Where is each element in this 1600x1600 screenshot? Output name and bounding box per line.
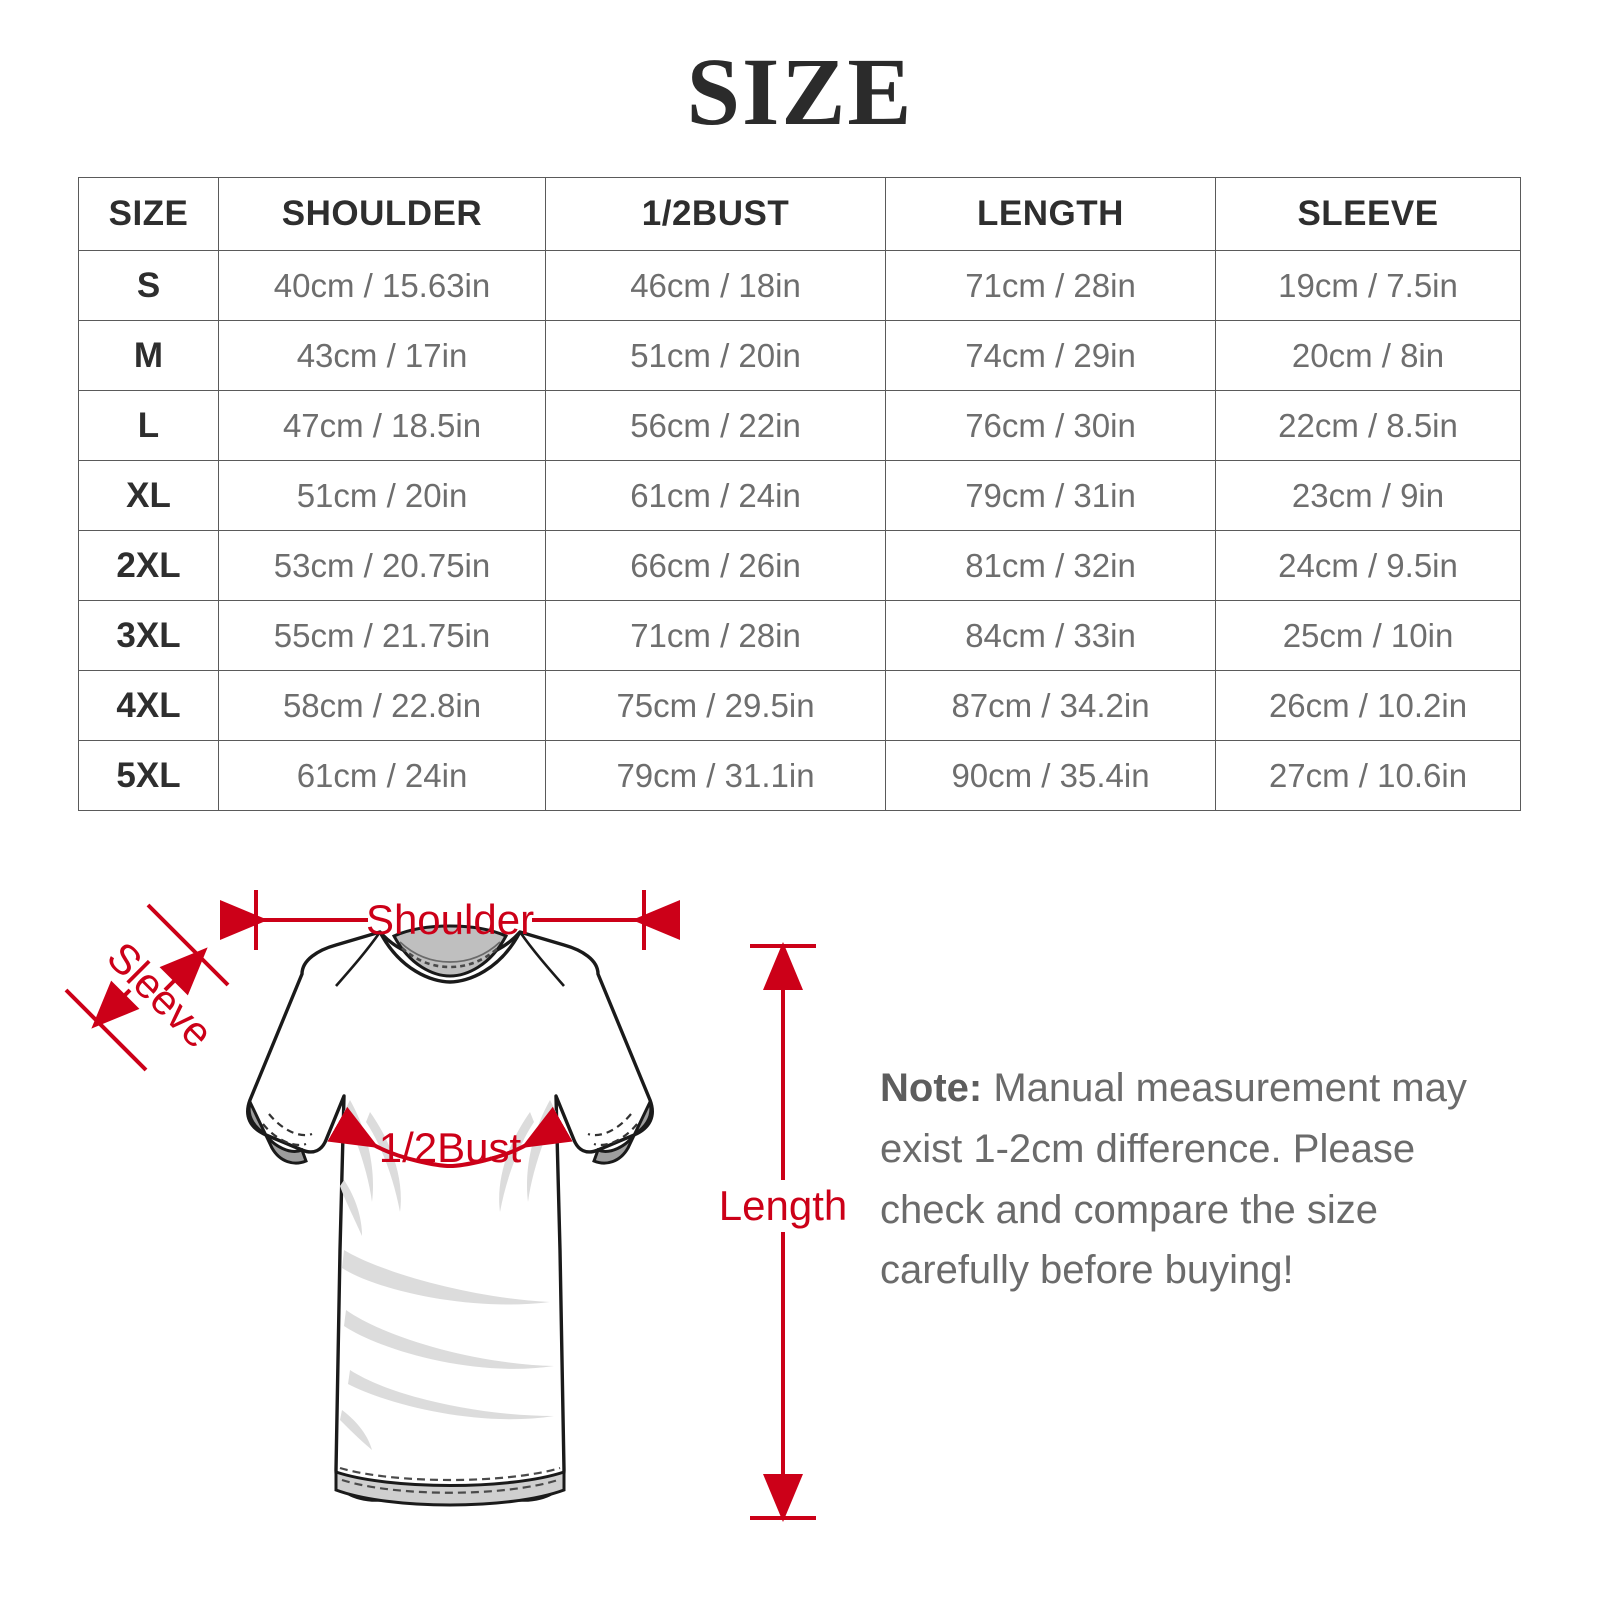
cell-shoulder: 58cm / 22.8in	[218, 670, 546, 741]
cell-bust: 66cm / 26in	[545, 530, 886, 601]
cell-shoulder: 43cm / 17in	[218, 320, 546, 391]
cell-sleeve: 19cm / 7.5in	[1215, 250, 1521, 321]
cell-size: S	[78, 250, 219, 321]
cell-length: 87cm / 34.2in	[885, 670, 1216, 741]
tshirt-illustration: Shoulder Sleeve 1/2Bust Length	[64, 890, 847, 1522]
cell-size: M	[78, 320, 219, 391]
cell-length: 76cm / 30in	[885, 390, 1216, 461]
cell-bust: 51cm / 20in	[545, 320, 886, 391]
length-label: Length	[719, 1182, 847, 1229]
shoulder-dimension: Shoulder	[220, 890, 680, 950]
cell-sleeve: 25cm / 10in	[1215, 600, 1521, 671]
note-block: Note: Manual measurement may exist 1-2cm…	[880, 1058, 1510, 1301]
cell-shoulder: 51cm / 20in	[218, 460, 546, 531]
cell-size: 4XL	[78, 670, 219, 741]
cell-length: 74cm / 29in	[885, 320, 1216, 391]
cell-size: 5XL	[78, 740, 219, 811]
table-row: 2XL 53cm / 20.75in 66cm / 26in 81cm / 32in 2…	[78, 530, 1521, 601]
cell-bust: 75cm / 29.5in	[545, 670, 886, 741]
length-dimension: Length	[719, 942, 847, 1522]
cell-size: XL	[78, 460, 219, 531]
cell-length: 81cm / 32in	[885, 530, 1216, 601]
column-header-length: LENGTH	[885, 177, 1216, 251]
page-title: SIZE	[686, 38, 914, 145]
cell-size: L	[78, 390, 219, 461]
half-bust-label: 1/2Bust	[379, 1124, 522, 1171]
table-row: L 47cm / 18.5in 56cm / 22in 76cm / 30in 22cm…	[78, 390, 1521, 461]
cell-length: 90cm / 35.4in	[885, 740, 1216, 811]
cell-sleeve: 23cm / 9in	[1215, 460, 1521, 531]
column-header-size: SIZE	[78, 177, 219, 251]
cell-bust: 71cm / 28in	[545, 600, 886, 671]
cell-bust: 56cm / 22in	[545, 390, 886, 461]
cell-sleeve: 22cm / 8.5in	[1215, 390, 1521, 461]
cell-bust: 46cm / 18in	[545, 250, 886, 321]
table-row: 3XL 55cm / 21.75in 71cm / 28in 84cm / 33in 2…	[78, 600, 1521, 671]
cell-sleeve: 24cm / 9.5in	[1215, 530, 1521, 601]
column-header-bust: 1/2BUST	[545, 177, 886, 251]
cell-length: 84cm / 33in	[885, 600, 1216, 671]
cell-shoulder: 53cm / 20.75in	[218, 530, 546, 601]
note-text: Manual measurement may exist 1-2cm diffe…	[880, 1066, 1467, 1293]
cell-shoulder: 47cm / 18.5in	[218, 390, 546, 461]
cell-bust: 61cm / 24in	[545, 460, 886, 531]
cell-size: 2XL	[78, 530, 219, 601]
table-row: XL 51cm / 20in 61cm / 24in 79cm / 31in 23cm …	[78, 460, 1521, 531]
cell-length: 79cm / 31in	[885, 460, 1216, 531]
table-row: M 43cm / 17in 51cm / 20in 74cm / 29in 20cm /…	[78, 320, 1521, 391]
cell-length: 71cm / 28in	[885, 250, 1216, 321]
size-chart-table: SIZE SHOULDER 1/2BUST LENGTH SLEEVE S 40c…	[78, 177, 1521, 811]
sleeve-dimension: Sleeve	[64, 903, 230, 1072]
half-bust-dimension: 1/2Bust	[327, 1106, 573, 1171]
column-header-sleeve: SLEEVE	[1215, 177, 1521, 251]
cell-sleeve: 26cm / 10.2in	[1215, 670, 1521, 741]
table-header-row: SIZE SHOULDER 1/2BUST LENGTH SLEEVE	[78, 177, 1521, 251]
cell-bust: 79cm / 31.1in	[545, 740, 886, 811]
table-row: S 40cm / 15.63in 46cm / 18in 71cm / 28in 19c…	[78, 250, 1521, 321]
note-label: Note:	[880, 1066, 983, 1110]
cell-sleeve: 27cm / 10.6in	[1215, 740, 1521, 811]
shirt-body-shape	[246, 924, 654, 1507]
cell-sleeve: 20cm / 8in	[1215, 320, 1521, 391]
table-row: 5XL 61cm / 24in 79cm / 31.1in 90cm / 35.4in…	[78, 740, 1521, 811]
cell-size: 3XL	[78, 600, 219, 671]
column-header-shoulder: SHOULDER	[218, 177, 546, 251]
shoulder-label: Shoulder	[366, 896, 534, 943]
cell-shoulder: 61cm / 24in	[218, 740, 546, 811]
table-row: 4XL 58cm / 22.8in 75cm / 29.5in 87cm / 34.2…	[78, 670, 1521, 741]
cell-shoulder: 40cm / 15.63in	[218, 250, 546, 321]
measurement-diagram: Shoulder Sleeve 1/2Bust Length	[0, 840, 1600, 1600]
cell-shoulder: 55cm / 21.75in	[218, 600, 546, 671]
